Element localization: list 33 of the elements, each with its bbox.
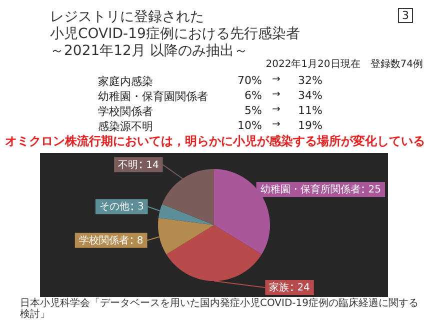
text: ～2021年12月 以降のみ抽出～ [50, 42, 248, 60]
text: 34% [298, 89, 322, 102]
data-label: 14 [146, 160, 159, 171]
chart-title: レジストリに登録された [50, 8, 204, 26]
chart-subtitle: 小児COVID-19症例における先行感染者 [50, 25, 300, 43]
text: 32% [298, 74, 322, 87]
text: 3 [398, 8, 413, 23]
slice-label: 学校関係者 [78, 234, 129, 246]
text: 70% [238, 74, 262, 87]
text: オミクロン株流行期においては，明らかに小児が感染する場所が変化している [5, 133, 425, 150]
text: 10% [238, 119, 262, 132]
text: → [272, 119, 280, 130]
slice-label: 家族 [269, 282, 290, 294]
text: 幼稚園・保育園関係者 [98, 89, 208, 104]
data-label: 24 [297, 282, 310, 294]
slice-label: 不明 [118, 160, 138, 171]
text: → [272, 104, 280, 115]
text: → [272, 74, 280, 85]
text: → [272, 89, 280, 100]
data-label: 8 [136, 235, 144, 246]
slice-label: その他 [99, 200, 130, 213]
text: 2022年1月20日現在 登録数74例 [266, 58, 423, 71]
text: 19% [298, 119, 322, 132]
slice-label: 幼稚園・保育所関係者 [260, 184, 360, 196]
text: 5% [244, 104, 262, 117]
data-label: 3 [137, 202, 144, 213]
text: 日本小児科学会「データベースを用いた国内発症小児COVID-19症例の臨床経過に関する検討」 [20, 298, 420, 320]
text: 感染源不明 [98, 119, 153, 134]
text: 6% [244, 89, 262, 102]
text: 学校関係者 [98, 104, 153, 119]
data-label: 25 [368, 184, 382, 196]
text: 家庭内感染 [98, 74, 153, 89]
text: 11% [298, 104, 322, 117]
